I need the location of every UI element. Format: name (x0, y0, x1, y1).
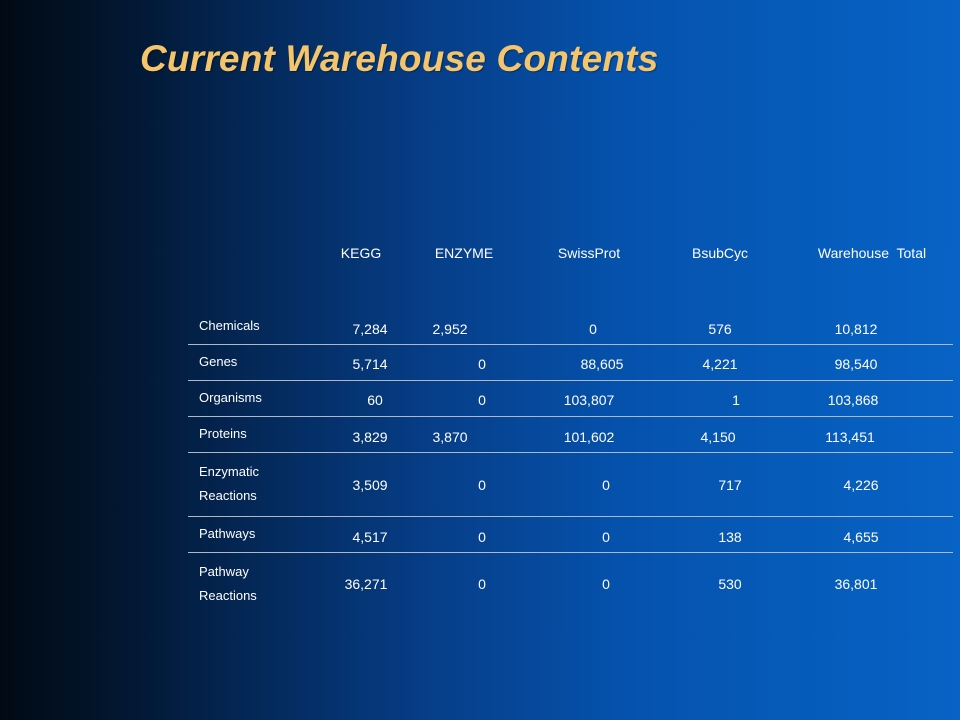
row-label-line: Reactions (199, 488, 257, 503)
table-cell: 138 (718, 529, 742, 545)
column-header-kegg: KEGG (340, 245, 382, 261)
table-row: Organisms 60 0 103,807 1 103,868 (188, 381, 953, 417)
table-cell: 4,226 (843, 477, 879, 493)
table-cell: 103,868 (827, 392, 879, 408)
table-cell: 2,952 (432, 321, 468, 337)
row-label: Pathway Reactions (199, 560, 257, 608)
data-table: Chemicals 7,284 2,952 0 576 10,812 Genes… (188, 309, 953, 616)
row-label-line: Enzymatic (199, 464, 259, 479)
table-row: Enzymatic Reactions 3,509 0 0 717 4,226 (188, 453, 953, 517)
table-cell: 0 (602, 529, 610, 545)
table-cell: 4,150 (700, 429, 736, 445)
table-row: Genes 5,714 0 88,605 4,221 98,540 (188, 345, 953, 381)
slide-title: Current Warehouse Contents (140, 38, 659, 79)
table-row: Proteins 3,829 3,870 101,602 4,150 113,4… (188, 417, 953, 453)
table-row: Chemicals 7,284 2,952 0 576 10,812 (188, 309, 953, 345)
table-cell: 5,714 (352, 356, 388, 372)
row-label: Enzymatic Reactions (199, 460, 259, 508)
column-header-warehouse-total: Warehouse Total (817, 245, 927, 261)
row-label: Proteins (199, 426, 247, 441)
table-cell: 0 (478, 356, 486, 372)
row-label: Organisms (199, 390, 262, 405)
table-cell: 36,271 (344, 576, 388, 592)
table-cell: 4,221 (702, 356, 738, 372)
table-cell: 10,812 (834, 321, 878, 337)
column-header-enzyme: ENZYME (434, 245, 494, 261)
table-cell: 103,807 (563, 392, 615, 408)
row-label: Chemicals (199, 318, 260, 333)
row-label-line: Pathway (199, 564, 249, 579)
table-cell: 0 (478, 392, 486, 408)
table-cell: 1 (732, 392, 740, 408)
table-cell: 0 (589, 321, 597, 337)
table-cell: 101,602 (563, 429, 615, 445)
table-cell: 0 (478, 477, 486, 493)
table-cell: 3,829 (352, 429, 388, 445)
table-cell: 7,284 (352, 321, 388, 337)
table-cell: 3,870 (432, 429, 468, 445)
table-cell: 530 (718, 576, 742, 592)
column-header-bsubcyc: BsubCyc (691, 245, 749, 261)
table-cell: 60 (367, 392, 383, 408)
table-cell: 717 (718, 477, 742, 493)
table-cell: 4,655 (843, 529, 879, 545)
table-cell: 0 (478, 576, 486, 592)
row-label-line: Reactions (199, 588, 257, 603)
table-cell: 4,517 (352, 529, 388, 545)
row-label: Pathways (199, 526, 256, 541)
row-label: Genes (199, 354, 238, 369)
table-cell: 36,801 (834, 576, 878, 592)
table-row: Pathway Reactions 36,271 0 0 530 36,801 (188, 553, 953, 616)
table-cell: 0 (478, 529, 486, 545)
table-cell: 0 (602, 477, 610, 493)
column-header-swissprot: SwissProt (557, 245, 621, 261)
table-cell: 113,451 (825, 429, 875, 445)
table-cell: 88,605 (580, 356, 624, 372)
table-cell: 576 (708, 321, 732, 337)
table-row: Pathways 4,517 0 0 138 4,655 (188, 517, 953, 553)
table-cell: 0 (602, 576, 610, 592)
table-cell: 3,509 (352, 477, 388, 493)
table-cell: 98,540 (834, 356, 878, 372)
